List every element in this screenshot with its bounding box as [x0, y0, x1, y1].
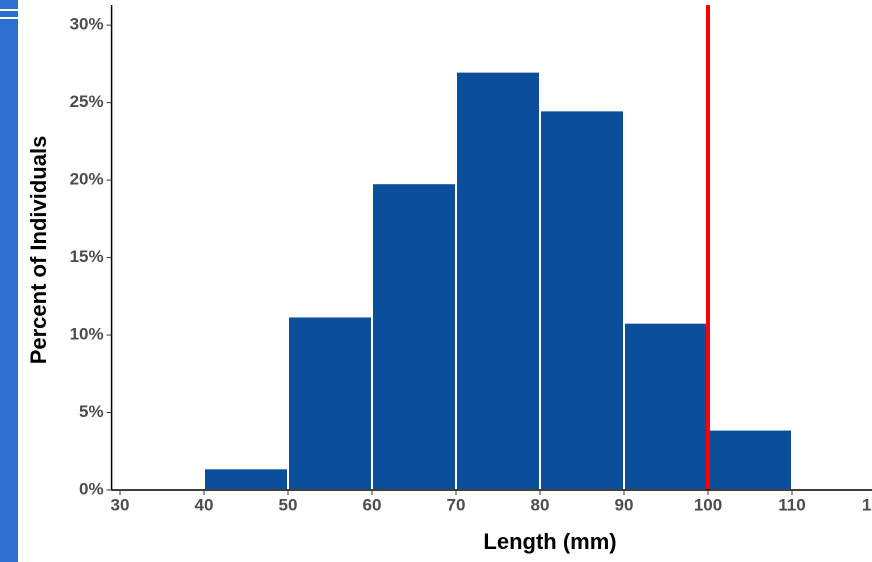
- x-tick-label: 50: [279, 495, 298, 514]
- y-tick-label: 5%: [79, 402, 104, 421]
- bar: [539, 109, 625, 492]
- x-tick-label: 40: [195, 495, 214, 514]
- y-tick-label: 15%: [70, 247, 104, 266]
- x-tick-label: 80: [531, 495, 550, 514]
- y-tick-label: 20%: [70, 170, 104, 189]
- x-tick-label: 100: [694, 495, 722, 514]
- x-tick-label: 120: [862, 495, 872, 514]
- x-tick-label: 90: [615, 495, 634, 514]
- y-tick-label: 25%: [70, 92, 104, 111]
- x-tick-label: 110: [778, 495, 805, 514]
- bar: [707, 428, 793, 492]
- y-axis-label: Percent of Individuals: [26, 136, 51, 365]
- side-strip: [0, 0, 18, 562]
- y-tick-label: 10%: [70, 325, 104, 344]
- y-tick-label: 30%: [70, 15, 104, 34]
- x-axis-label: Length (mm): [483, 529, 616, 554]
- bar: [371, 182, 457, 491]
- x-tick-label: 70: [447, 495, 466, 514]
- y-tick-label: 0%: [79, 479, 104, 498]
- bar: [287, 315, 373, 491]
- x-tick-label: 30: [111, 495, 130, 514]
- bar: [623, 321, 709, 491]
- x-tick-label: 60: [363, 495, 382, 514]
- bar: [455, 70, 541, 491]
- bar: [203, 467, 289, 491]
